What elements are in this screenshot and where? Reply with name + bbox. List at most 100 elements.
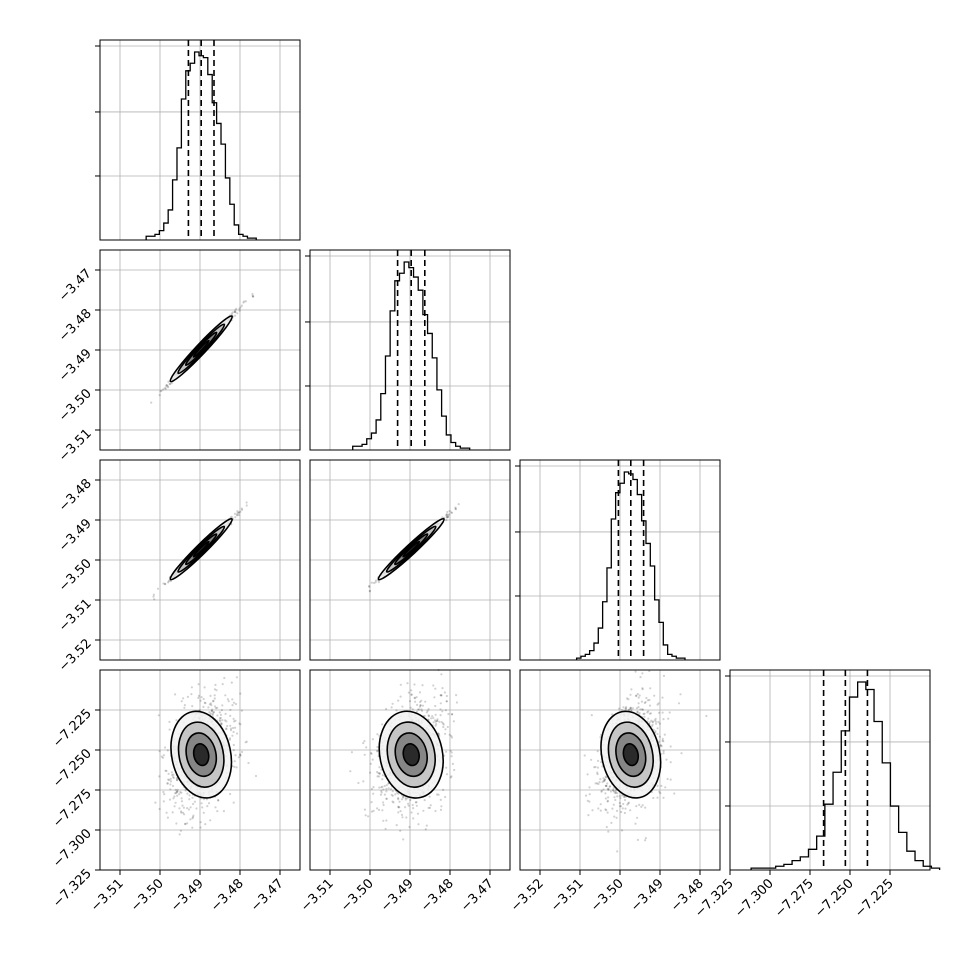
scatter-point	[233, 765, 236, 769]
scatter-point	[418, 691, 421, 694]
scatter-point	[240, 750, 244, 754]
scatter-point	[397, 811, 400, 814]
scatter-point	[441, 710, 444, 713]
scatter-point	[624, 707, 627, 710]
scatter-point	[669, 745, 672, 748]
scatter-point	[174, 693, 177, 696]
scatter-point	[450, 734, 453, 738]
scatter-point	[395, 824, 398, 827]
scatter-point	[446, 510, 449, 514]
scatter-point	[440, 721, 443, 724]
scatter-point	[635, 694, 638, 697]
scatter-point	[180, 791, 183, 794]
scatter-point	[239, 510, 242, 513]
scatter-point	[233, 760, 236, 763]
scatter-point	[383, 784, 386, 788]
scatter-point	[192, 814, 195, 817]
scatter-point	[656, 727, 659, 730]
scatter-point	[390, 706, 393, 709]
scatter-point	[209, 694, 212, 698]
scatter-point	[165, 811, 168, 814]
scatter-point	[176, 790, 179, 793]
scatter-point	[233, 310, 236, 313]
scatter-point	[421, 704, 424, 707]
panel-3-2	[519, 669, 721, 871]
scatter-point	[440, 694, 443, 697]
scatter-point	[401, 816, 404, 819]
scatter-point	[661, 711, 664, 714]
scatter-point	[362, 780, 365, 783]
scatter-point	[411, 803, 414, 807]
scatter-point	[234, 309, 237, 312]
scatter-point	[378, 786, 381, 789]
scatter-point	[232, 701, 236, 704]
x-tick-label: −3.51	[548, 876, 587, 915]
scatter-point	[172, 797, 175, 800]
scatter-point	[197, 696, 200, 700]
scatter-point	[232, 743, 235, 747]
scatter-point	[616, 850, 619, 853]
x-tick-label: −3.50	[588, 876, 627, 915]
scatter-point	[415, 804, 418, 807]
scatter-point	[424, 700, 427, 703]
scatter-point	[217, 799, 220, 802]
scatter-point	[382, 819, 385, 822]
scatter-point	[442, 725, 445, 729]
panel-3-3	[725, 669, 941, 871]
scatter-point	[385, 819, 388, 822]
panel-1-0	[99, 249, 301, 451]
scatter-point	[392, 801, 395, 804]
scatter-point	[228, 737, 232, 740]
scatter-point	[613, 796, 616, 799]
scatter-point	[237, 511, 240, 514]
scatter-point	[381, 723, 384, 726]
scatter-point	[594, 782, 597, 785]
scatter-point	[599, 803, 602, 806]
scatter-point	[624, 807, 627, 810]
scatter-point	[186, 807, 189, 810]
scatter-point	[372, 792, 375, 795]
scatter-point	[363, 740, 366, 743]
scatter-point	[175, 792, 178, 795]
scatter-point	[357, 781, 360, 785]
scatter-point	[230, 681, 233, 684]
y-tick-label: −7.300	[50, 826, 95, 871]
scatter-point	[445, 514, 448, 517]
scatter-point	[180, 800, 184, 803]
scatter-point	[239, 753, 242, 756]
scatter-point	[419, 704, 422, 707]
scatter-point	[188, 798, 191, 801]
scatter-point	[175, 778, 179, 782]
scatter-point	[397, 797, 400, 800]
scatter-point	[404, 806, 407, 809]
scatter-point	[410, 811, 413, 814]
scatter-point	[234, 719, 237, 722]
scatter-point	[189, 806, 192, 809]
scatter-point	[439, 714, 442, 717]
scatter-point	[165, 385, 168, 388]
scatter-point	[221, 704, 224, 707]
x-tick-label: −7.275	[772, 876, 817, 921]
scatter-point	[455, 694, 458, 697]
scatter-point	[227, 700, 230, 703]
scatter-point	[629, 809, 632, 812]
scatter-point	[389, 788, 393, 791]
scatter-point	[169, 579, 172, 583]
scatter-point	[187, 808, 191, 811]
scatter-point	[450, 775, 453, 778]
scatter-point	[214, 705, 217, 708]
scatter-point	[397, 798, 400, 801]
scatter-point	[170, 382, 173, 385]
scatter-point	[219, 720, 222, 723]
scatter-point	[186, 792, 189, 795]
scatter-point	[368, 589, 371, 592]
scatter-point	[234, 516, 237, 519]
scatter-point	[376, 807, 379, 810]
scatter-point	[191, 816, 195, 819]
scatter-point	[446, 515, 450, 519]
scatter-point	[432, 716, 435, 720]
scatter-point	[436, 793, 439, 796]
scatter-point	[364, 814, 367, 817]
scatter-point	[593, 766, 596, 769]
scatter-point	[178, 833, 181, 836]
